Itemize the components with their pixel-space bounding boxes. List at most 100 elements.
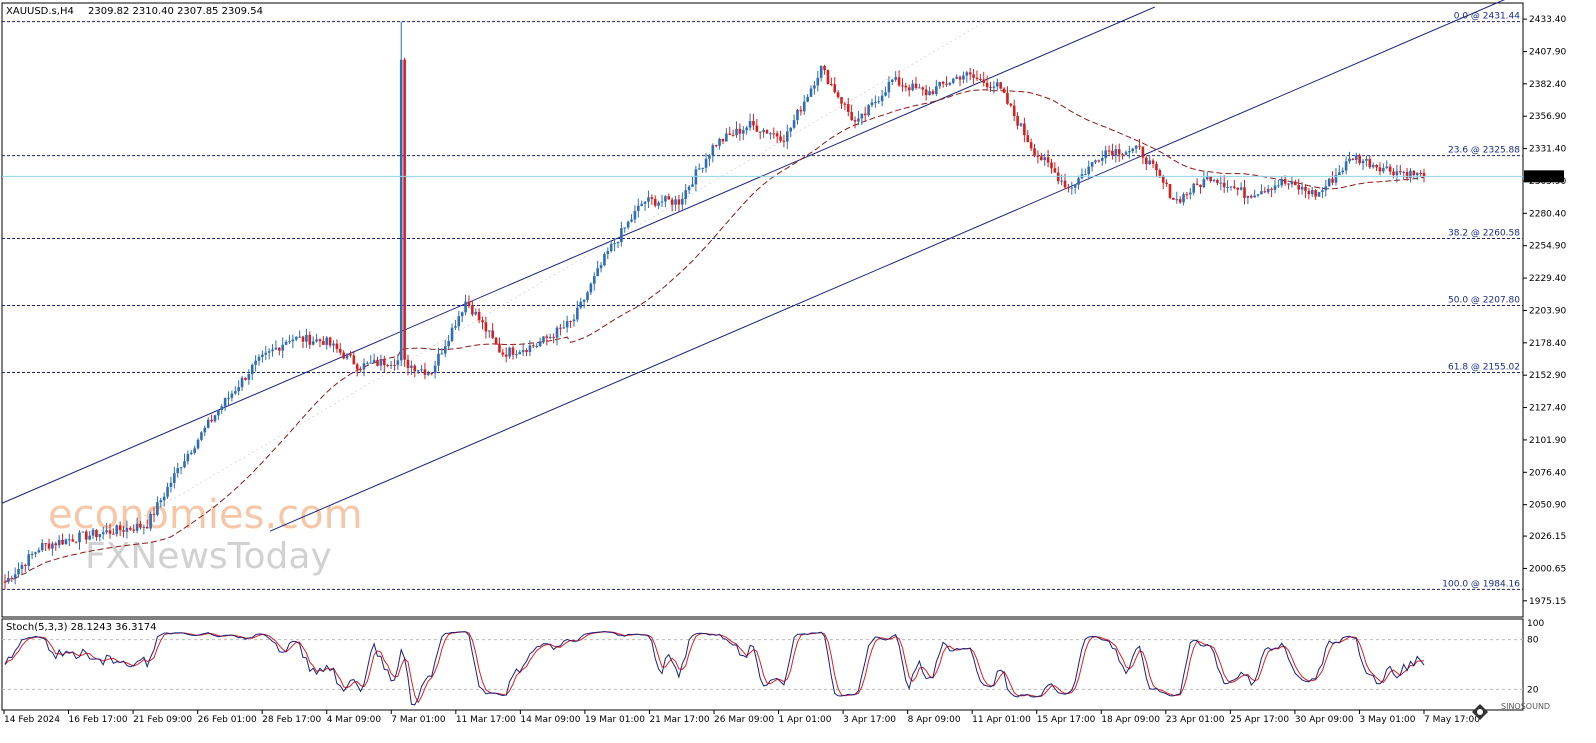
candle-body (1317, 192, 1321, 197)
price-axis: 2433.402407.902382.402356.902331.402305.… (1523, 15, 1566, 607)
candle-body (213, 415, 217, 422)
candle-body (457, 316, 461, 327)
candle-body (413, 365, 417, 372)
candle-body (352, 355, 356, 365)
time-tick-label: 11 Apr 01:00 (972, 715, 1031, 725)
watermark-sub: FXNewsToday (85, 536, 332, 577)
candle-body (359, 369, 362, 371)
candle-body (108, 530, 112, 534)
candle-body (61, 539, 64, 545)
stoch-frame (1, 618, 1524, 711)
candle-body (1067, 187, 1070, 189)
candle-body (1077, 178, 1080, 185)
candle-body (325, 337, 329, 345)
candle-body (298, 336, 301, 338)
candle-body (399, 59, 403, 361)
candle-body (420, 369, 423, 371)
candle-body (196, 439, 200, 449)
candle-body (532, 345, 535, 347)
candle-body (982, 79, 986, 83)
candle-body (704, 158, 708, 168)
candle-body (819, 65, 823, 78)
time-tick-label: 3 Apr 17:00 (843, 715, 896, 725)
candle-body (481, 320, 484, 323)
candle-body (1344, 161, 1348, 171)
candle-body (809, 88, 813, 97)
candle-body (1134, 145, 1138, 149)
candle-body (1246, 195, 1250, 198)
candle-body (1270, 188, 1273, 190)
candle-body (907, 87, 911, 91)
candle-body (962, 75, 965, 80)
fib-label: 100.0 @ 1984.16 (1442, 579, 1520, 589)
candle-body (1283, 179, 1287, 184)
candle-body (68, 539, 71, 541)
stoch-main-line (4, 630, 1425, 706)
candle-body (1124, 152, 1128, 155)
candle-body (708, 155, 711, 159)
candle-body (1046, 157, 1050, 163)
candle-body (1056, 172, 1060, 182)
fib-label: 50.0 @ 2207.80 (1448, 295, 1520, 305)
candle-body (518, 352, 522, 355)
candle-body (555, 327, 559, 338)
candle-body (237, 387, 240, 392)
candle-body (653, 198, 657, 206)
price-tick-label: 2076.40 (1529, 468, 1566, 478)
candle-body (193, 448, 196, 453)
candle-body (64, 539, 68, 545)
candle-body (992, 86, 996, 88)
candle-body (105, 530, 108, 533)
candle-body (474, 311, 478, 315)
candle-body (464, 301, 467, 313)
candle-body (1419, 172, 1422, 174)
candle-body (1178, 199, 1182, 203)
candle-body (1243, 187, 1246, 198)
candle-body (1151, 160, 1155, 164)
candle-body (311, 341, 315, 345)
stoch-level-label: 100 (1527, 619, 1544, 629)
time-tick-label: 16 Feb 17:00 (69, 715, 128, 725)
candle-body (576, 307, 579, 320)
candle-body (1304, 186, 1307, 191)
candle-body (995, 82, 999, 87)
candle-body (186, 454, 190, 462)
candle-body (40, 543, 44, 551)
candle-body (863, 113, 867, 116)
candle-body (1266, 188, 1270, 193)
candle-body (291, 339, 295, 342)
candle-body (643, 201, 647, 204)
candle-body (508, 347, 511, 357)
candle-body (3, 581, 7, 583)
candle-body (17, 568, 20, 575)
candle-body (305, 334, 308, 342)
candle-body (81, 531, 85, 533)
candle-body (572, 319, 576, 322)
candle-body (1094, 160, 1097, 163)
candle-body (1385, 166, 1389, 169)
candle-body (918, 87, 921, 89)
candle-body (968, 72, 972, 75)
candle-body (650, 197, 654, 199)
candle-body (874, 102, 877, 104)
candle-body (1226, 187, 1229, 189)
candle-body (1189, 192, 1192, 195)
candle-body (1297, 185, 1300, 190)
candle-body (1310, 190, 1314, 195)
candle-body (467, 301, 471, 306)
candle-body (867, 105, 870, 116)
candle-body (670, 199, 674, 205)
candle-body (220, 406, 224, 411)
candle-body (447, 340, 450, 347)
candle-body (582, 299, 586, 302)
price-tick-label: 2152.90 (1529, 371, 1566, 381)
candle-body (247, 374, 251, 380)
candlesticks (3, 21, 1426, 590)
time-tick-label: 19 Mar 01:00 (585, 715, 645, 725)
candle-body (427, 373, 430, 375)
candle-body (118, 525, 122, 531)
candle-body (1009, 103, 1013, 106)
candle-body (1043, 157, 1046, 161)
candle-body (1249, 195, 1253, 198)
